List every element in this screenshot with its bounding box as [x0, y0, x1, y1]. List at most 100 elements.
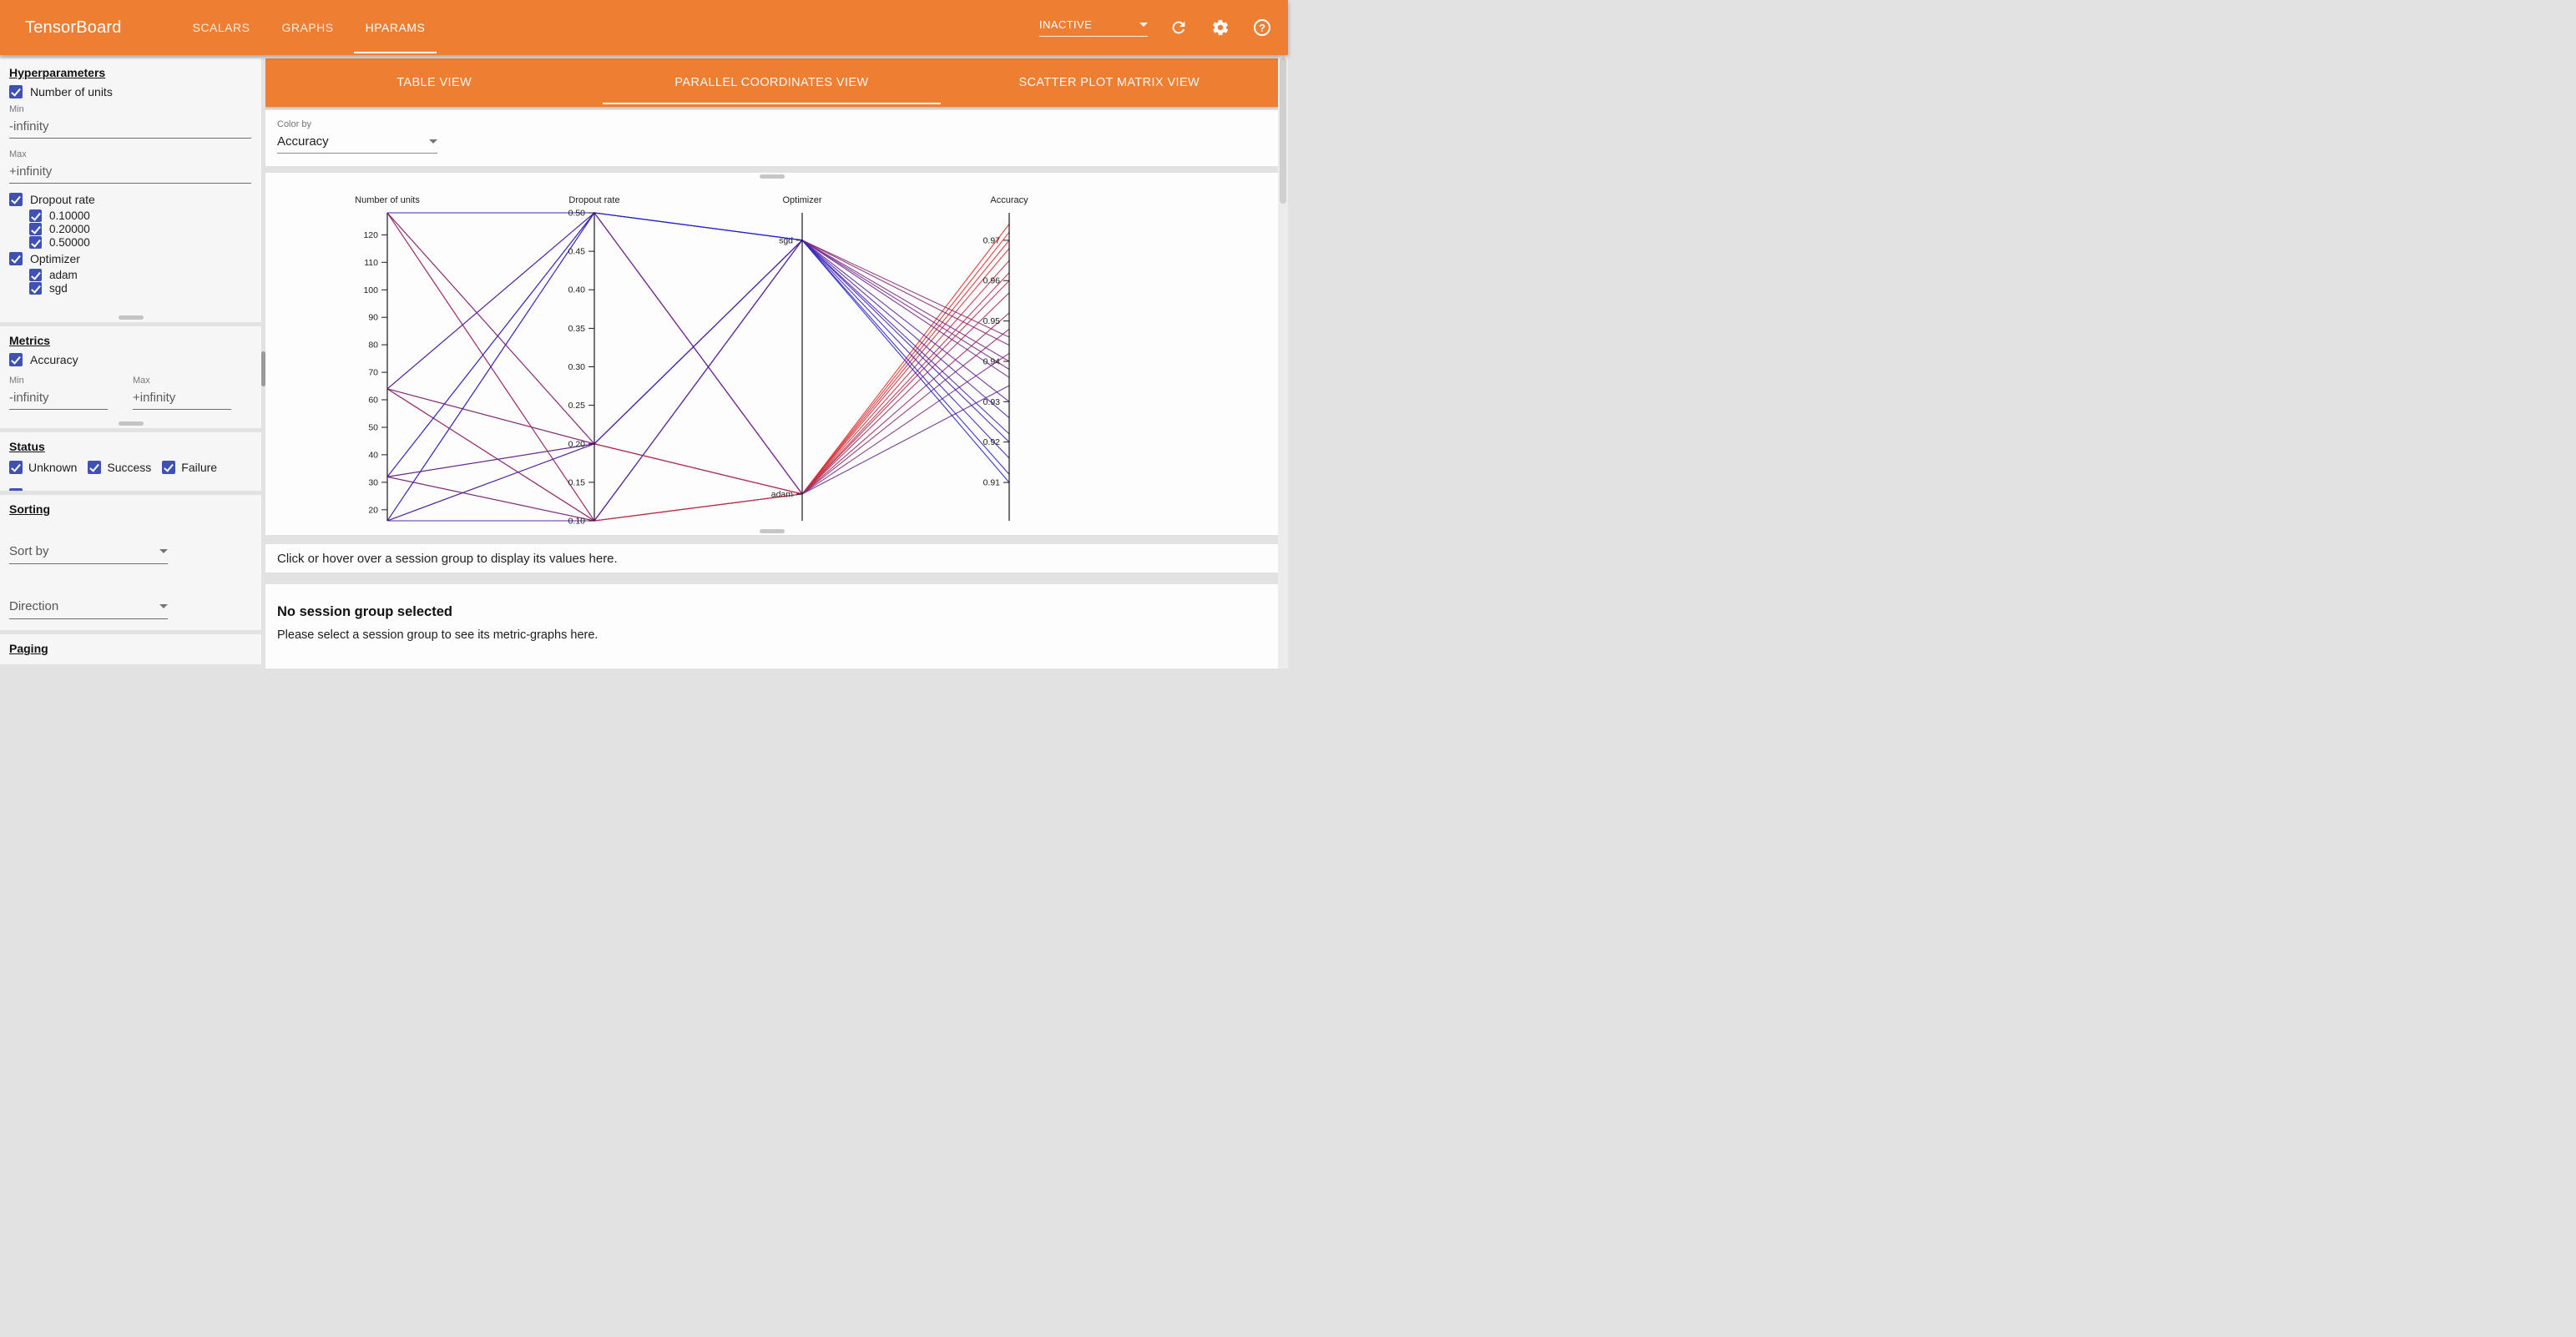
refresh-icon[interactable] — [1168, 17, 1190, 38]
sidebar-resize-handle[interactable] — [261, 351, 265, 386]
units-min-label: Min — [9, 104, 24, 114]
svg-text:sgd: sgd — [779, 235, 793, 245]
scrollbar-thumb[interactable] — [1280, 58, 1286, 204]
number-of-units-checkbox[interactable] — [9, 85, 23, 98]
optimizer-sgd-checkbox[interactable] — [29, 282, 42, 295]
svg-text:0.97: 0.97 — [983, 235, 1001, 245]
tab-table-view[interactable]: TABLE VIEW — [397, 76, 472, 89]
plugin-tabs: SCALARS GRAPHS HPARAMS — [177, 0, 442, 55]
metric-min-label: Min — [9, 376, 24, 386]
tab-parallel-coordinates-view[interactable]: PARALLEL COORDINATES VIEW — [603, 58, 941, 107]
optimizer-value-row: adam — [29, 269, 252, 281]
dropout-0.5-checkbox[interactable] — [29, 236, 42, 249]
sidebar: Hyperparameters Number of units Min -inf… — [0, 58, 261, 668]
status-unknown-row: Unknown — [9, 461, 77, 474]
svg-text:110: 110 — [364, 258, 378, 268]
color-by-panel: Color by Accuracy — [265, 110, 1278, 166]
tab-scalars[interactable]: SCALARS — [192, 21, 250, 34]
toolbar-actions: INACTIVE ? — [1039, 17, 1273, 38]
sort-by-value: Sort by — [9, 544, 49, 558]
dropout-0.5-label: 0.50000 — [49, 236, 90, 249]
svg-text:0.35: 0.35 — [568, 324, 586, 334]
dropout-0.2-label: 0.20000 — [49, 223, 90, 235]
color-by-select[interactable]: Accuracy — [277, 129, 437, 154]
sorting-section: Sorting Sort by Direction — [0, 495, 261, 630]
direction-select[interactable]: Direction — [9, 594, 168, 619]
tab-hparams[interactable]: HPARAMS — [353, 0, 437, 55]
empty-state-title: No session group selected — [277, 604, 452, 619]
optimizer-checkbox[interactable] — [9, 252, 23, 265]
svg-text:0.96: 0.96 — [983, 276, 1001, 286]
reload-interval-select[interactable]: INACTIVE — [1039, 18, 1148, 37]
dropout-value-row: 0.20000 — [29, 223, 252, 235]
dropout-rate-label: Dropout rate — [30, 193, 95, 206]
status-failure-checkbox[interactable] — [162, 461, 176, 474]
tab-scatter-plot-matrix-view[interactable]: SCATTER PLOT MATRIX VIEW — [1018, 76, 1200, 89]
svg-text:Optimizer: Optimizer — [782, 195, 821, 205]
status-success-checkbox[interactable] — [88, 461, 102, 474]
tab-graphs[interactable]: GRAPHS — [281, 21, 334, 34]
hyperparameters-title: Hyperparameters — [9, 66, 106, 79]
session-values-panel: Click or hover over a session group to d… — [265, 544, 1278, 573]
hover-hint-text: Click or hover over a session group to d… — [277, 551, 618, 566]
accuracy-label: Accuracy — [30, 353, 78, 366]
svg-text:0.30: 0.30 — [568, 362, 586, 372]
units-max-input[interactable]: +infinity — [9, 159, 251, 184]
metrics-section: Metrics Accuracy Min -infinity Max +infi… — [0, 326, 261, 428]
metric-min-max-row: Min -infinity Max +infinity — [9, 370, 252, 410]
parallel-coordinates-chart[interactable]: Number of units 20 30 40 50 60 70 80 90 100 110 120… — [265, 173, 1278, 535]
status-title: Status — [9, 440, 45, 453]
status-running-row: Running — [9, 488, 72, 491]
svg-text:0.92: 0.92 — [983, 437, 1001, 447]
accuracy-checkbox[interactable] — [9, 353, 23, 366]
panel-resize-handle[interactable] — [759, 174, 785, 179]
app-toolbar: TensorBoard SCALARS GRAPHS HPARAMS INACT… — [0, 0, 1288, 55]
section-resize-handle[interactable] — [118, 421, 144, 426]
settings-gear-icon[interactable] — [1210, 17, 1231, 38]
dropout-0.1-checkbox[interactable] — [29, 209, 42, 222]
svg-text:80: 80 — [368, 341, 378, 351]
status-running-checkbox[interactable] — [9, 488, 23, 491]
reload-interval-value: INACTIVE — [1039, 18, 1093, 31]
optimizer-adam-checkbox[interactable] — [29, 269, 42, 281]
svg-text:0.94: 0.94 — [983, 357, 1001, 367]
units-min-input[interactable]: -infinity — [9, 114, 251, 139]
svg-text:0.95: 0.95 — [983, 316, 1001, 326]
section-resize-handle[interactable] — [118, 315, 144, 320]
hyperparameters-section: Hyperparameters Number of units Min -inf… — [0, 58, 261, 322]
metric-accuracy-row: Accuracy — [9, 353, 252, 366]
svg-text:0.91: 0.91 — [983, 478, 1001, 488]
hparam-dropout-rate-row: Dropout rate — [9, 193, 252, 206]
hparam-optimizer-row: Optimizer — [9, 252, 252, 265]
panel-resize-handle[interactable] — [759, 529, 785, 533]
status-success-row: Success — [88, 461, 151, 474]
svg-text:0.40: 0.40 — [568, 285, 586, 295]
sort-by-select[interactable]: Sort by — [9, 539, 168, 564]
main-area: TABLE VIEW PARALLEL COORDINATES VIEW SCA… — [265, 58, 1278, 668]
svg-text:60: 60 — [368, 396, 378, 406]
session-detail-panel: No session group selected Please select … — [265, 584, 1278, 668]
help-icon[interactable]: ? — [1251, 17, 1273, 38]
metric-min-input[interactable]: -infinity — [9, 386, 108, 410]
svg-text:0.20: 0.20 — [568, 439, 586, 449]
svg-text:70: 70 — [368, 368, 378, 378]
status-unknown-checkbox[interactable] — [9, 461, 23, 474]
dropout-rate-checkbox[interactable] — [9, 193, 23, 206]
hparam-number-of-units-row: Number of units — [9, 85, 252, 98]
svg-text:Number of units: Number of units — [355, 195, 420, 205]
dropout-0.2-checkbox[interactable] — [29, 223, 42, 235]
optimizer-label: Optimizer — [30, 252, 80, 265]
svg-text:90: 90 — [368, 313, 378, 323]
sorting-title: Sorting — [9, 502, 50, 516]
vertical-scrollbar[interactable] — [1278, 55, 1288, 668]
svg-text:Dropout rate: Dropout rate — [568, 195, 619, 205]
status-success-label: Success — [107, 461, 152, 474]
chevron-down-icon — [159, 549, 168, 553]
color-by-value: Accuracy — [277, 134, 329, 149]
metric-max-input[interactable]: +infinity — [133, 386, 231, 410]
chevron-down-icon — [1139, 23, 1148, 27]
svg-text:40: 40 — [368, 450, 378, 460]
help-question-glyph: ? — [1254, 19, 1270, 36]
units-max-label: Max — [9, 149, 27, 159]
